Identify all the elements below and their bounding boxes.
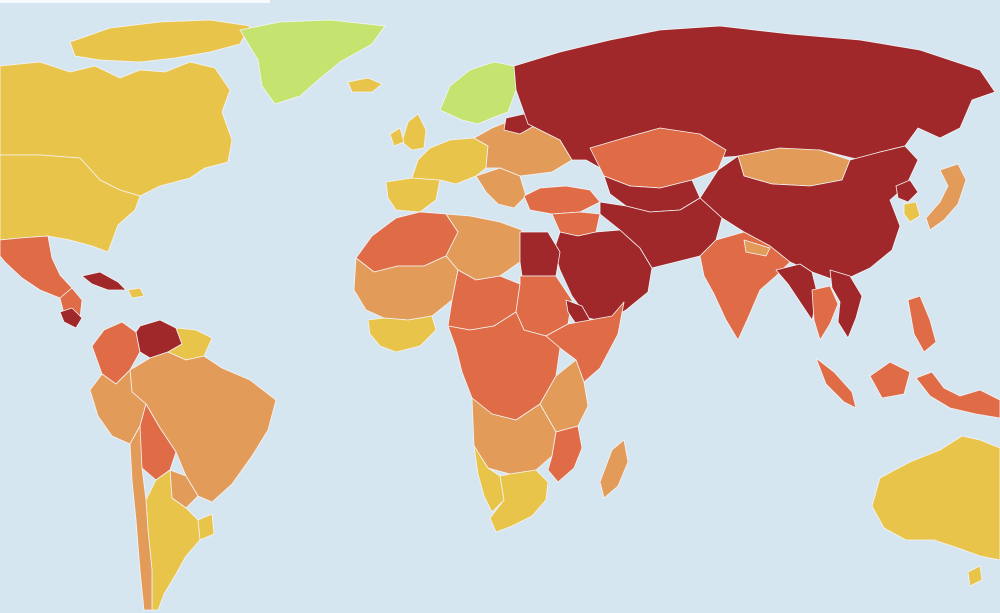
country-australia[interactable] xyxy=(871,435,1000,561)
country-mozambique[interactable] xyxy=(547,425,583,483)
country-greenland[interactable] xyxy=(239,19,386,105)
country-nz[interactable] xyxy=(967,565,983,587)
country-japan[interactable] xyxy=(925,163,967,231)
country-sumatra[interactable] xyxy=(815,357,857,409)
country-ireland[interactable] xyxy=(389,127,405,147)
country-hispaniola[interactable] xyxy=(127,287,145,299)
country-arctic-islands[interactable] xyxy=(69,19,251,63)
country-balkans[interactable] xyxy=(475,167,527,209)
country-south-africa[interactable] xyxy=(489,469,549,533)
country-thailand[interactable] xyxy=(811,285,839,341)
country-cuba[interactable] xyxy=(81,271,127,291)
country-chile[interactable] xyxy=(129,425,153,611)
top-edge-strip xyxy=(0,0,270,3)
country-korea-south[interactable] xyxy=(903,201,921,223)
country-philippines[interactable] xyxy=(907,295,937,353)
country-iceland[interactable] xyxy=(347,77,383,93)
country-korea-north[interactable] xyxy=(895,179,919,203)
country-vietnam-laos[interactable] xyxy=(829,269,863,339)
country-middle-east[interactable] xyxy=(553,229,653,323)
country-uk[interactable] xyxy=(401,113,427,151)
country-sulawesi-png[interactable] xyxy=(915,371,1000,419)
country-madagascar[interactable] xyxy=(599,439,629,499)
country-borneo[interactable] xyxy=(869,361,911,399)
country-india[interactable] xyxy=(699,231,791,341)
country-namibia[interactable] xyxy=(473,445,505,513)
country-nepal[interactable] xyxy=(743,239,771,257)
country-west-africa-coast[interactable] xyxy=(367,315,437,353)
country-nicaragua[interactable] xyxy=(59,307,83,329)
